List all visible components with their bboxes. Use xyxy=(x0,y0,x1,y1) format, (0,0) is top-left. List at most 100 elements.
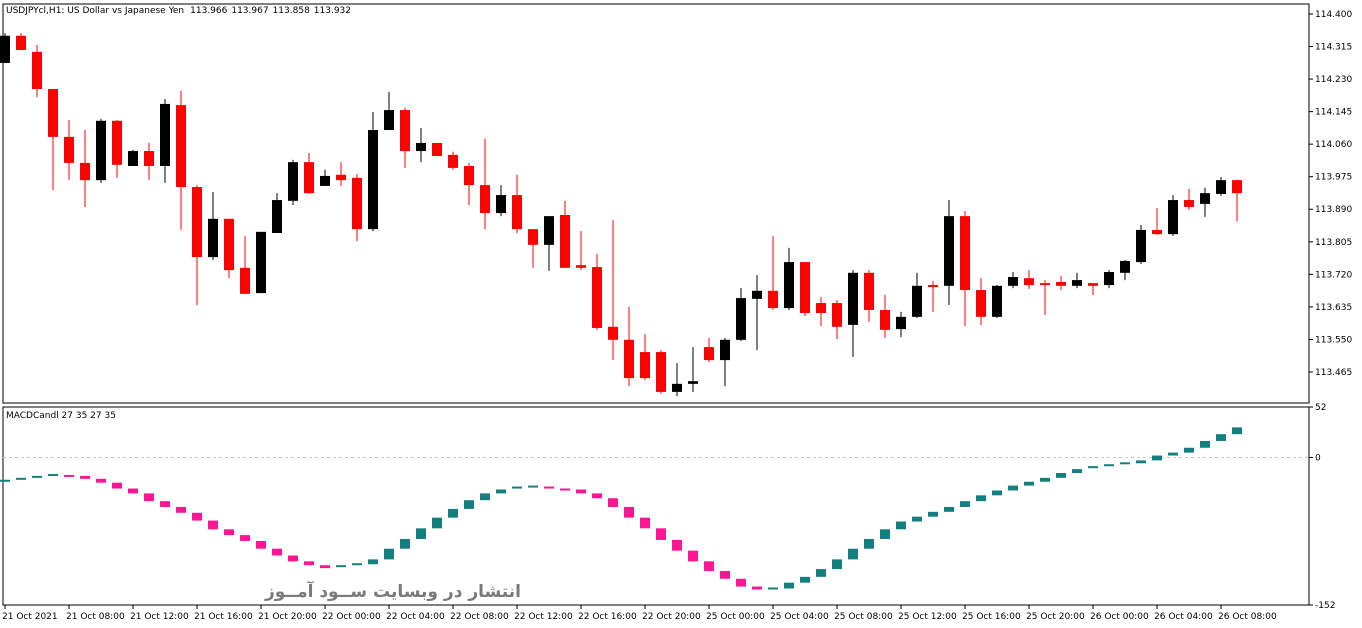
candle-body xyxy=(320,175,330,186)
x-tick-label: 21 Oct 16:00 xyxy=(194,612,253,622)
candle-body xyxy=(720,339,730,361)
candle-body xyxy=(1056,281,1066,286)
y-tick-label: 52 xyxy=(1315,403,1326,413)
candle-body xyxy=(1184,200,1194,207)
x-tick-label: 25 Oct 12:00 xyxy=(898,612,957,622)
macd-box xyxy=(128,488,138,494)
candle-body xyxy=(656,352,666,392)
candle-body xyxy=(944,216,954,286)
candle-body xyxy=(1232,180,1242,194)
x-tick-label: 22 Oct 12:00 xyxy=(514,612,573,622)
macd-box xyxy=(800,576,810,583)
candle-body xyxy=(880,309,890,330)
candle-body xyxy=(256,231,266,294)
macd-box xyxy=(656,528,666,540)
candle-body xyxy=(1136,229,1146,263)
y-tick-label: 113.975 xyxy=(1315,173,1352,183)
macd-box xyxy=(304,561,314,566)
macd-box xyxy=(1152,455,1162,461)
candle-body xyxy=(176,105,186,188)
macd-box xyxy=(336,565,346,568)
macd-box xyxy=(16,477,26,480)
macd-box xyxy=(864,539,874,549)
macd-box xyxy=(704,561,714,572)
y-tick-label: 113.465 xyxy=(1315,368,1352,378)
candle-body xyxy=(736,298,746,340)
header: USDJPYcl,H1: US Dollar vs Japanese Yen 11… xyxy=(6,6,351,16)
symbol-title: USDJPYcl,H1: US Dollar vs Japanese Yen xyxy=(6,6,184,16)
x-tick-label: 26 Oct 00:00 xyxy=(1090,612,1149,622)
macd-box xyxy=(96,478,106,483)
candle-body xyxy=(1120,260,1130,273)
candle-body xyxy=(624,339,634,379)
y-tick-label: 113.550 xyxy=(1315,335,1352,345)
x-tick-label: 22 Oct 16:00 xyxy=(578,612,637,622)
macd-box xyxy=(368,559,378,565)
y-tick-label: 0 xyxy=(1315,453,1321,463)
macd-box xyxy=(176,506,186,513)
x-tick-label: 25 Oct 00:00 xyxy=(706,612,765,622)
candle-body xyxy=(16,35,26,50)
macd-box xyxy=(80,475,90,479)
candle-body xyxy=(960,216,970,291)
macd-box xyxy=(256,540,266,549)
candle-body xyxy=(288,162,298,201)
x-tick-label: 25 Oct 04:00 xyxy=(770,612,829,622)
candle-body xyxy=(96,120,106,181)
macd-box xyxy=(416,528,426,539)
candle-body xyxy=(1040,283,1050,286)
y-tick-label: -152 xyxy=(1315,601,1335,611)
candle-body xyxy=(640,352,650,379)
candle-body xyxy=(1216,180,1226,194)
candle-body xyxy=(1024,278,1034,286)
candle-body xyxy=(496,195,506,214)
indicator-title: MACDCandl 27 35 27 35 xyxy=(6,411,116,421)
x-tick-label: 22 Oct 04:00 xyxy=(386,612,445,622)
candle-body xyxy=(1200,193,1210,204)
candle-body xyxy=(704,347,714,361)
candle-body xyxy=(32,51,42,90)
macd-box xyxy=(976,495,986,502)
macd-box xyxy=(928,511,938,517)
indicator-pane xyxy=(2,406,1310,606)
last-high: 113.967 xyxy=(231,6,268,16)
x-tick-label: 21 Oct 12:00 xyxy=(130,612,189,622)
x-tick-label: 21 Oct 08:00 xyxy=(66,612,125,622)
candle-body xyxy=(576,265,586,268)
macd-box xyxy=(496,489,506,494)
macd-box xyxy=(400,539,410,549)
last-low: 113.858 xyxy=(273,6,310,16)
candle-body xyxy=(384,110,394,130)
macd-box xyxy=(944,506,954,512)
candle-body xyxy=(800,262,810,314)
macd-box xyxy=(576,489,586,494)
x-tick-label: 22 Oct 20:00 xyxy=(642,612,701,622)
candle-body xyxy=(0,35,10,63)
macd-box xyxy=(288,555,298,562)
candle-body xyxy=(528,229,538,245)
macd-box xyxy=(32,475,42,478)
macd-box xyxy=(688,550,698,562)
macd-box xyxy=(0,479,10,482)
candle-body xyxy=(64,136,74,163)
candle-body xyxy=(448,154,458,168)
macd-box xyxy=(992,490,1002,496)
candle-body xyxy=(976,290,986,317)
x-tick-label: 25 Oct 16:00 xyxy=(962,612,1021,622)
candle-body xyxy=(544,216,554,245)
macd-box xyxy=(48,473,58,476)
macd-box xyxy=(784,582,794,589)
macd-box xyxy=(736,578,746,587)
macd-box xyxy=(464,500,474,509)
macd-box xyxy=(1088,466,1098,469)
macd-box xyxy=(64,474,74,477)
candle-body xyxy=(832,303,842,327)
candle-body xyxy=(224,218,234,271)
macd-box xyxy=(224,529,234,536)
x-tick-label: 22 Oct 08:00 xyxy=(450,612,509,622)
macd-box xyxy=(208,520,218,530)
macd-box xyxy=(880,529,890,539)
macd-box xyxy=(1040,477,1050,482)
candle-body xyxy=(688,381,698,384)
